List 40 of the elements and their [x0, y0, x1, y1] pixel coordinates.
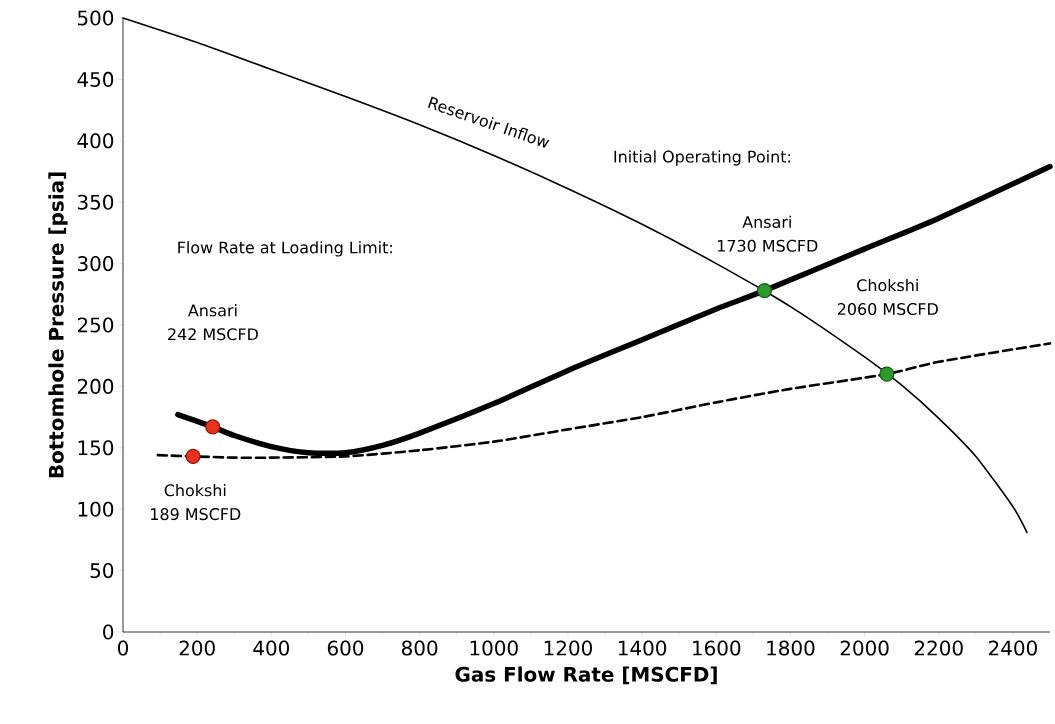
point	[756, 283, 773, 299]
y-tick-label: 300	[77, 256, 114, 272]
x-tick-label: 200	[179, 640, 215, 656]
y-tick-label: 500	[77, 10, 114, 26]
y-tick-label: 250	[77, 317, 114, 333]
y-tick-label: 350	[77, 194, 114, 210]
annotation: Initial Operating Point:	[614, 150, 791, 166]
annotation: 189 MSCFD	[151, 508, 241, 521]
x-tick-label: 1800	[767, 640, 815, 656]
annotation: 2060 MSCFD	[837, 303, 938, 316]
annotation: Ansari	[742, 215, 791, 228]
y-tick-label: 50	[90, 563, 114, 579]
point	[185, 448, 201, 464]
point	[205, 419, 221, 435]
x-axis-title: Gas Flow Rate [MSCFD]	[455, 666, 717, 685]
x-tick-label: 2400	[989, 640, 1037, 656]
x-tick-label: 1600	[693, 640, 741, 656]
annotation: 242 MSCFD	[168, 328, 258, 341]
x-tick-label: 800	[401, 640, 438, 656]
y-tick-label: 450	[77, 71, 114, 87]
annotation: Flow Rate at Loading Limit:	[178, 241, 392, 257]
x-tick-label: 1000	[470, 640, 518, 656]
x-tick-label: 400	[253, 640, 290, 656]
x-tick-label: 2200	[914, 640, 963, 656]
annotation: Ansari	[188, 304, 237, 317]
y-axis-title: Bottomhole Pressure [psia]	[48, 172, 68, 478]
x-tick-label: 600	[327, 640, 364, 656]
point	[879, 366, 895, 382]
annotation: 1730 MSCFD	[717, 239, 818, 252]
x-tick-label: 2000	[840, 640, 889, 656]
y-tick-label: 150	[78, 440, 114, 456]
x-tick-label: 1400	[618, 640, 667, 656]
annotation: Chokshi	[164, 484, 226, 497]
annotation: Chokshi	[857, 278, 918, 292]
y-tick-label: 200	[77, 378, 114, 394]
x-tick-label: 0	[117, 640, 129, 656]
x-tick-label: 1200	[544, 640, 592, 656]
y-tick-label: 400	[77, 133, 114, 149]
y-tick-label: 0	[103, 624, 114, 640]
y-tick-label: 100	[78, 501, 114, 517]
